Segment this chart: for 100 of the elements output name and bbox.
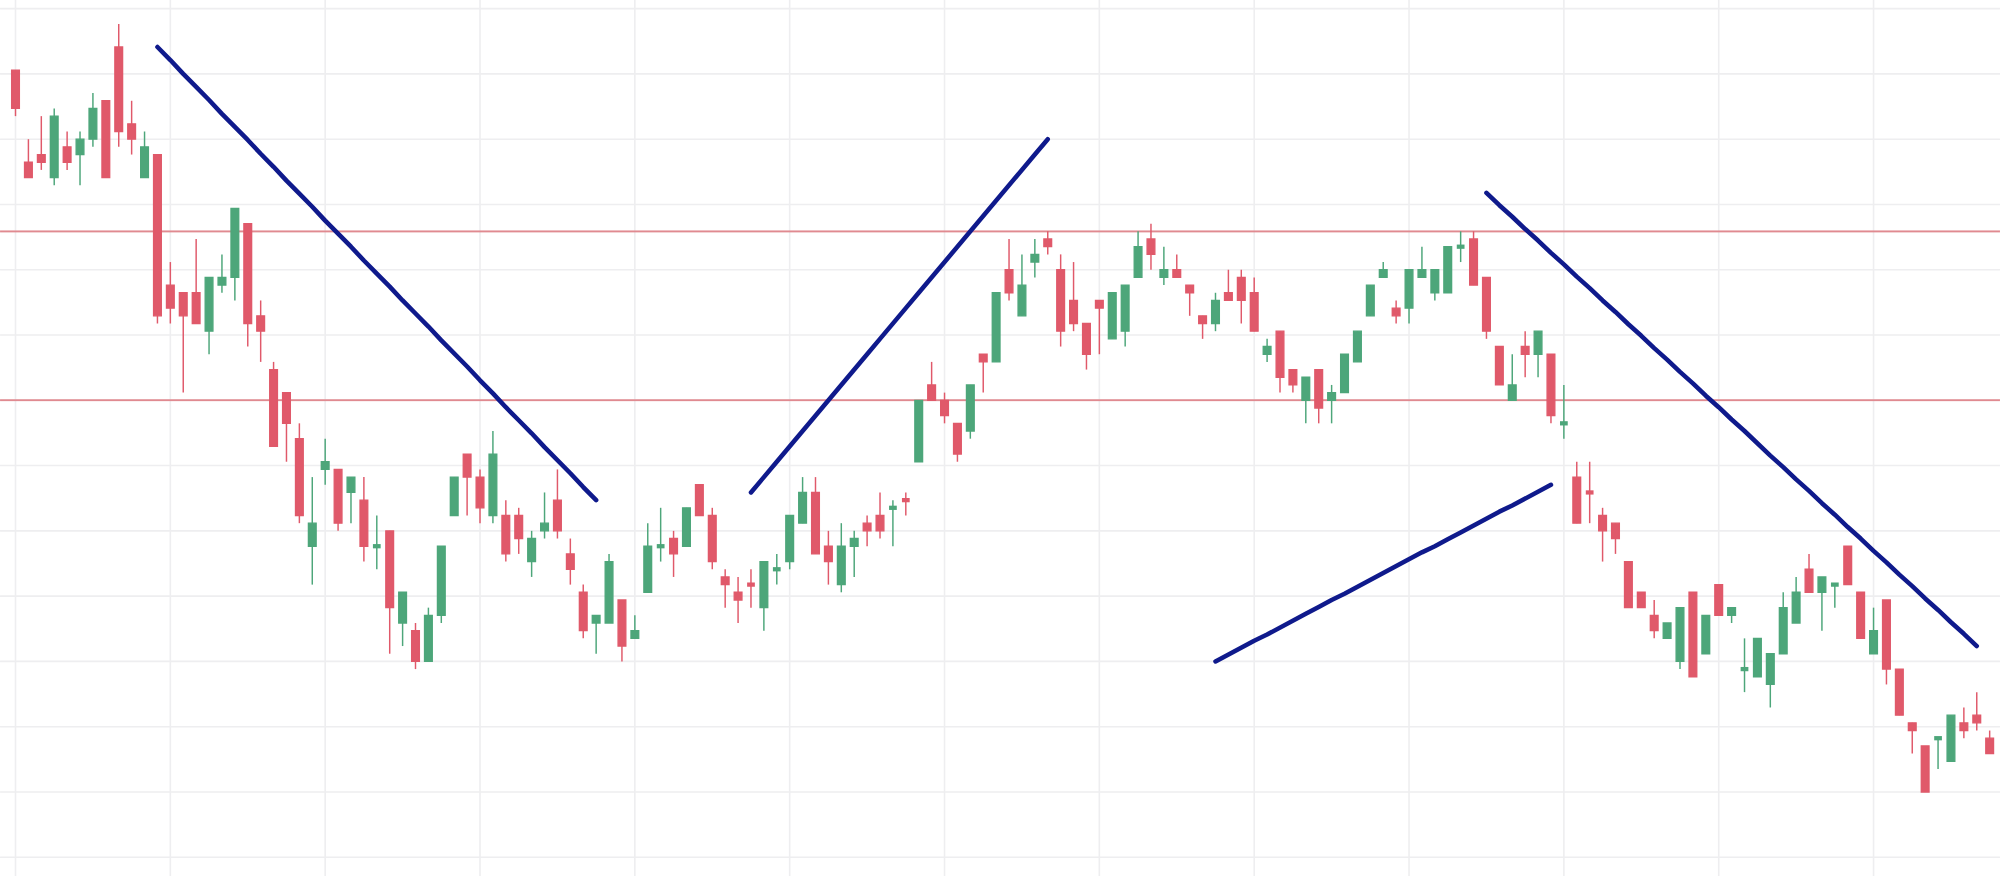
candlestick	[565, 537, 575, 586]
candlestick	[1572, 460, 1582, 524]
candlestick	[591, 614, 601, 655]
candlestick	[733, 576, 743, 624]
candlestick	[1598, 507, 1608, 563]
candlestick	[965, 384, 975, 440]
candlestick	[1533, 330, 1543, 378]
candlestick	[36, 115, 46, 171]
candlestick	[1146, 222, 1156, 271]
candlestick	[178, 292, 188, 394]
candlestick	[1185, 284, 1195, 317]
candlestick	[1623, 560, 1633, 609]
candlestick	[1120, 284, 1130, 348]
candlestick	[540, 491, 550, 540]
candlestick	[1765, 652, 1775, 709]
candlestick	[1365, 284, 1375, 317]
candlestick	[1314, 368, 1324, 425]
candlestick	[281, 391, 292, 463]
candlestick	[1985, 729, 1995, 755]
candlestick	[1094, 299, 1104, 355]
candlestick	[1920, 745, 1930, 793]
candlestick	[927, 361, 937, 402]
candlestick	[1469, 230, 1479, 286]
candlestick	[707, 507, 717, 570]
candlestick	[643, 522, 653, 594]
candlestick	[1030, 238, 1040, 279]
candlestick	[346, 476, 356, 524]
candlestick	[1959, 706, 1969, 739]
candlestick	[1391, 299, 1401, 325]
candlestick	[1107, 292, 1117, 340]
candlestick	[1236, 269, 1246, 325]
candlestick	[759, 560, 769, 632]
candlestick	[1869, 606, 1879, 655]
candlestick	[423, 606, 433, 663]
candlestick	[617, 599, 627, 663]
candlestick	[1133, 230, 1143, 279]
candlestick	[669, 530, 679, 578]
candlestick	[552, 468, 562, 540]
candlestick	[939, 391, 950, 425]
candlestick	[1262, 338, 1272, 363]
candlestick	[1843, 545, 1853, 586]
candlestick	[398, 591, 408, 647]
candlestick	[1520, 330, 1530, 378]
candlestick	[1301, 376, 1311, 425]
candlestick	[1791, 576, 1801, 624]
candlestick	[1752, 637, 1762, 678]
candlestick	[1210, 292, 1221, 332]
candlestick	[630, 614, 640, 640]
candlestick	[10, 69, 21, 117]
candlestick	[527, 530, 537, 578]
candlestick	[1017, 253, 1027, 317]
candlestick	[836, 522, 846, 594]
candlestick	[140, 130, 150, 179]
candlestick	[127, 100, 137, 156]
candlestick	[694, 484, 704, 517]
candlestick	[1856, 591, 1866, 640]
candlestick	[514, 507, 524, 555]
candlestick	[1069, 261, 1079, 332]
candlestick	[785, 514, 795, 570]
candlestick	[1339, 353, 1350, 394]
candlestick	[1430, 269, 1440, 302]
candlestick	[1610, 522, 1621, 555]
candlestick	[1494, 345, 1504, 386]
candlestick	[1327, 384, 1337, 425]
candlestick	[720, 568, 730, 609]
candlestick	[307, 476, 317, 586]
candlestick	[798, 476, 808, 524]
candlestick	[1043, 230, 1053, 256]
candlestick	[578, 583, 588, 640]
candlestick	[1249, 276, 1259, 332]
candlestick	[952, 422, 962, 463]
candlestick	[681, 507, 691, 547]
candlestick	[1198, 315, 1208, 340]
candlestick	[1443, 246, 1453, 294]
candlestick	[501, 499, 511, 563]
candlestick	[1507, 353, 1517, 402]
candlestick	[1817, 576, 1827, 632]
candlestick	[1352, 330, 1362, 363]
candlestick	[849, 530, 859, 578]
candlestick	[1649, 599, 1659, 640]
candlestick	[359, 476, 369, 563]
candlestick	[23, 138, 33, 179]
candlestick	[1778, 591, 1788, 655]
candlestick	[191, 238, 201, 325]
candlestick	[1972, 691, 1982, 732]
candlestick	[1946, 714, 1956, 762]
candlestick	[1004, 238, 1014, 302]
candlestick	[320, 437, 330, 486]
candlestick	[823, 530, 833, 586]
candlestick	[62, 130, 72, 171]
candlestick	[1894, 668, 1904, 716]
candlestick	[1172, 253, 1182, 279]
candlestick	[1159, 245, 1169, 286]
candlestick	[256, 299, 266, 363]
candlestick	[449, 476, 459, 517]
candlestick	[978, 353, 988, 394]
candlestick	[410, 622, 421, 670]
candlestick	[1804, 553, 1814, 594]
candlestick	[1714, 583, 1724, 616]
candlestick	[1223, 269, 1233, 302]
